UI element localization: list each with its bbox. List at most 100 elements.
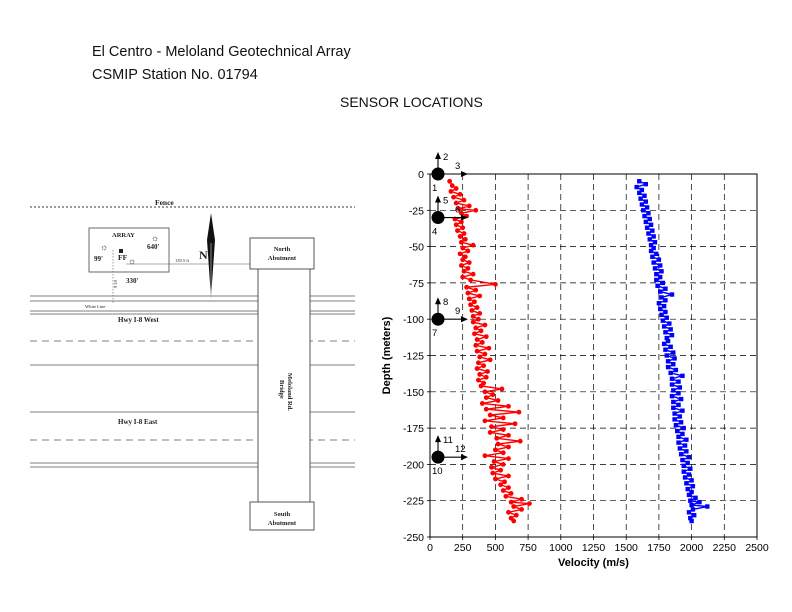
hwy-west-label: Hwy I-8 West: [118, 316, 159, 324]
data-point: [654, 271, 659, 277]
data-point: [470, 271, 476, 277]
data-point: [680, 431, 685, 437]
north-abutment: [249, 237, 315, 270]
data-point: [472, 299, 477, 305]
data-point: [648, 242, 654, 248]
data-point: [511, 504, 517, 509]
data-point: [461, 268, 467, 274]
data-point: [676, 391, 681, 396]
data-point: [656, 257, 662, 262]
data-point: [668, 344, 673, 349]
data-point: [682, 443, 688, 448]
data-point: [483, 374, 489, 380]
data-point: [685, 460, 690, 466]
north-abutment-label-1: North: [274, 246, 291, 253]
data-point: [527, 501, 532, 507]
data-point: [482, 322, 488, 328]
data-point: [477, 354, 483, 360]
data-point: [652, 240, 658, 245]
south-abutment-label-1: South: [274, 511, 291, 518]
sensor-up-label: 11: [443, 435, 453, 446]
sensor-dot-label: 4: [432, 227, 437, 238]
data-point: [654, 277, 659, 283]
data-point: [680, 457, 685, 463]
data-point: [477, 293, 483, 299]
data-point: [464, 284, 470, 290]
data-point: [483, 406, 489, 412]
data-point: [500, 427, 506, 432]
x-tick-label: 1250: [582, 542, 606, 554]
distance-down: 63 ft: [113, 280, 118, 289]
data-point: [473, 342, 479, 348]
data-point: [676, 434, 681, 440]
data-point: [648, 248, 654, 254]
data-point: [482, 453, 488, 459]
north-label: N: [199, 248, 208, 262]
station-number: CSMIP Station No. 01794: [92, 67, 258, 83]
data-point: [458, 210, 464, 216]
data-point: [638, 196, 643, 201]
data-point: [447, 178, 453, 184]
data-point: [659, 312, 664, 318]
data-point: [642, 213, 647, 219]
sensor-dot-label: 10: [432, 466, 443, 477]
data-point: [493, 476, 498, 482]
data-point: [506, 456, 511, 461]
north-arrow-icon: [207, 213, 215, 298]
x-tick-label: 0: [427, 542, 433, 554]
data-point: [475, 377, 481, 383]
data-point: [639, 187, 645, 193]
data-point: [494, 435, 500, 441]
data-point: [656, 301, 662, 306]
data-point: [658, 306, 663, 312]
data-point: [500, 488, 506, 493]
series-line: [449, 180, 530, 522]
data-point: [658, 289, 663, 294]
data-point: [491, 459, 497, 464]
data-point: [511, 518, 517, 524]
x-tick-label: 2000: [680, 542, 704, 554]
data-point: [643, 219, 649, 225]
data-point: [686, 472, 692, 477]
data-point: [470, 242, 476, 248]
data-point: [457, 234, 463, 239]
data-point: [669, 292, 675, 297]
data-point: [671, 405, 676, 410]
x-tick-label: 250: [454, 542, 472, 554]
data-point: [465, 248, 471, 254]
data-point: [453, 186, 459, 191]
data-point: [673, 367, 679, 373]
data-point: [481, 363, 487, 369]
data-point: [659, 269, 664, 274]
data-point: [689, 518, 694, 524]
y-tick-label: -125: [403, 351, 424, 363]
data-point: [671, 399, 676, 405]
data-point: [684, 449, 689, 454]
data-point: [660, 318, 666, 323]
data-point: [474, 337, 480, 342]
data-point: [677, 385, 683, 390]
data-point: [641, 208, 646, 213]
data-point: [693, 495, 698, 500]
sensor-up-label: 8: [443, 297, 448, 308]
data-point: [495, 441, 501, 447]
ff-label: FF: [118, 253, 128, 262]
data-point: [489, 424, 494, 430]
data-point: [489, 464, 494, 470]
bridge-label-2: Bridge: [278, 380, 285, 399]
data-point: [458, 219, 464, 225]
data-point: [457, 251, 463, 257]
data-point: [688, 466, 693, 471]
data-point: [474, 348, 480, 354]
data-point: [478, 328, 484, 334]
data-point: [677, 414, 683, 419]
data-point: [482, 389, 488, 395]
data-point: [468, 277, 473, 283]
data-point: [665, 338, 671, 344]
data-point: [689, 478, 694, 483]
data-point: [672, 417, 677, 422]
sensor-dot-label: 1: [432, 183, 437, 194]
data-point: [667, 321, 672, 326]
hwy-east-label: Hwy I-8 East: [118, 418, 158, 426]
